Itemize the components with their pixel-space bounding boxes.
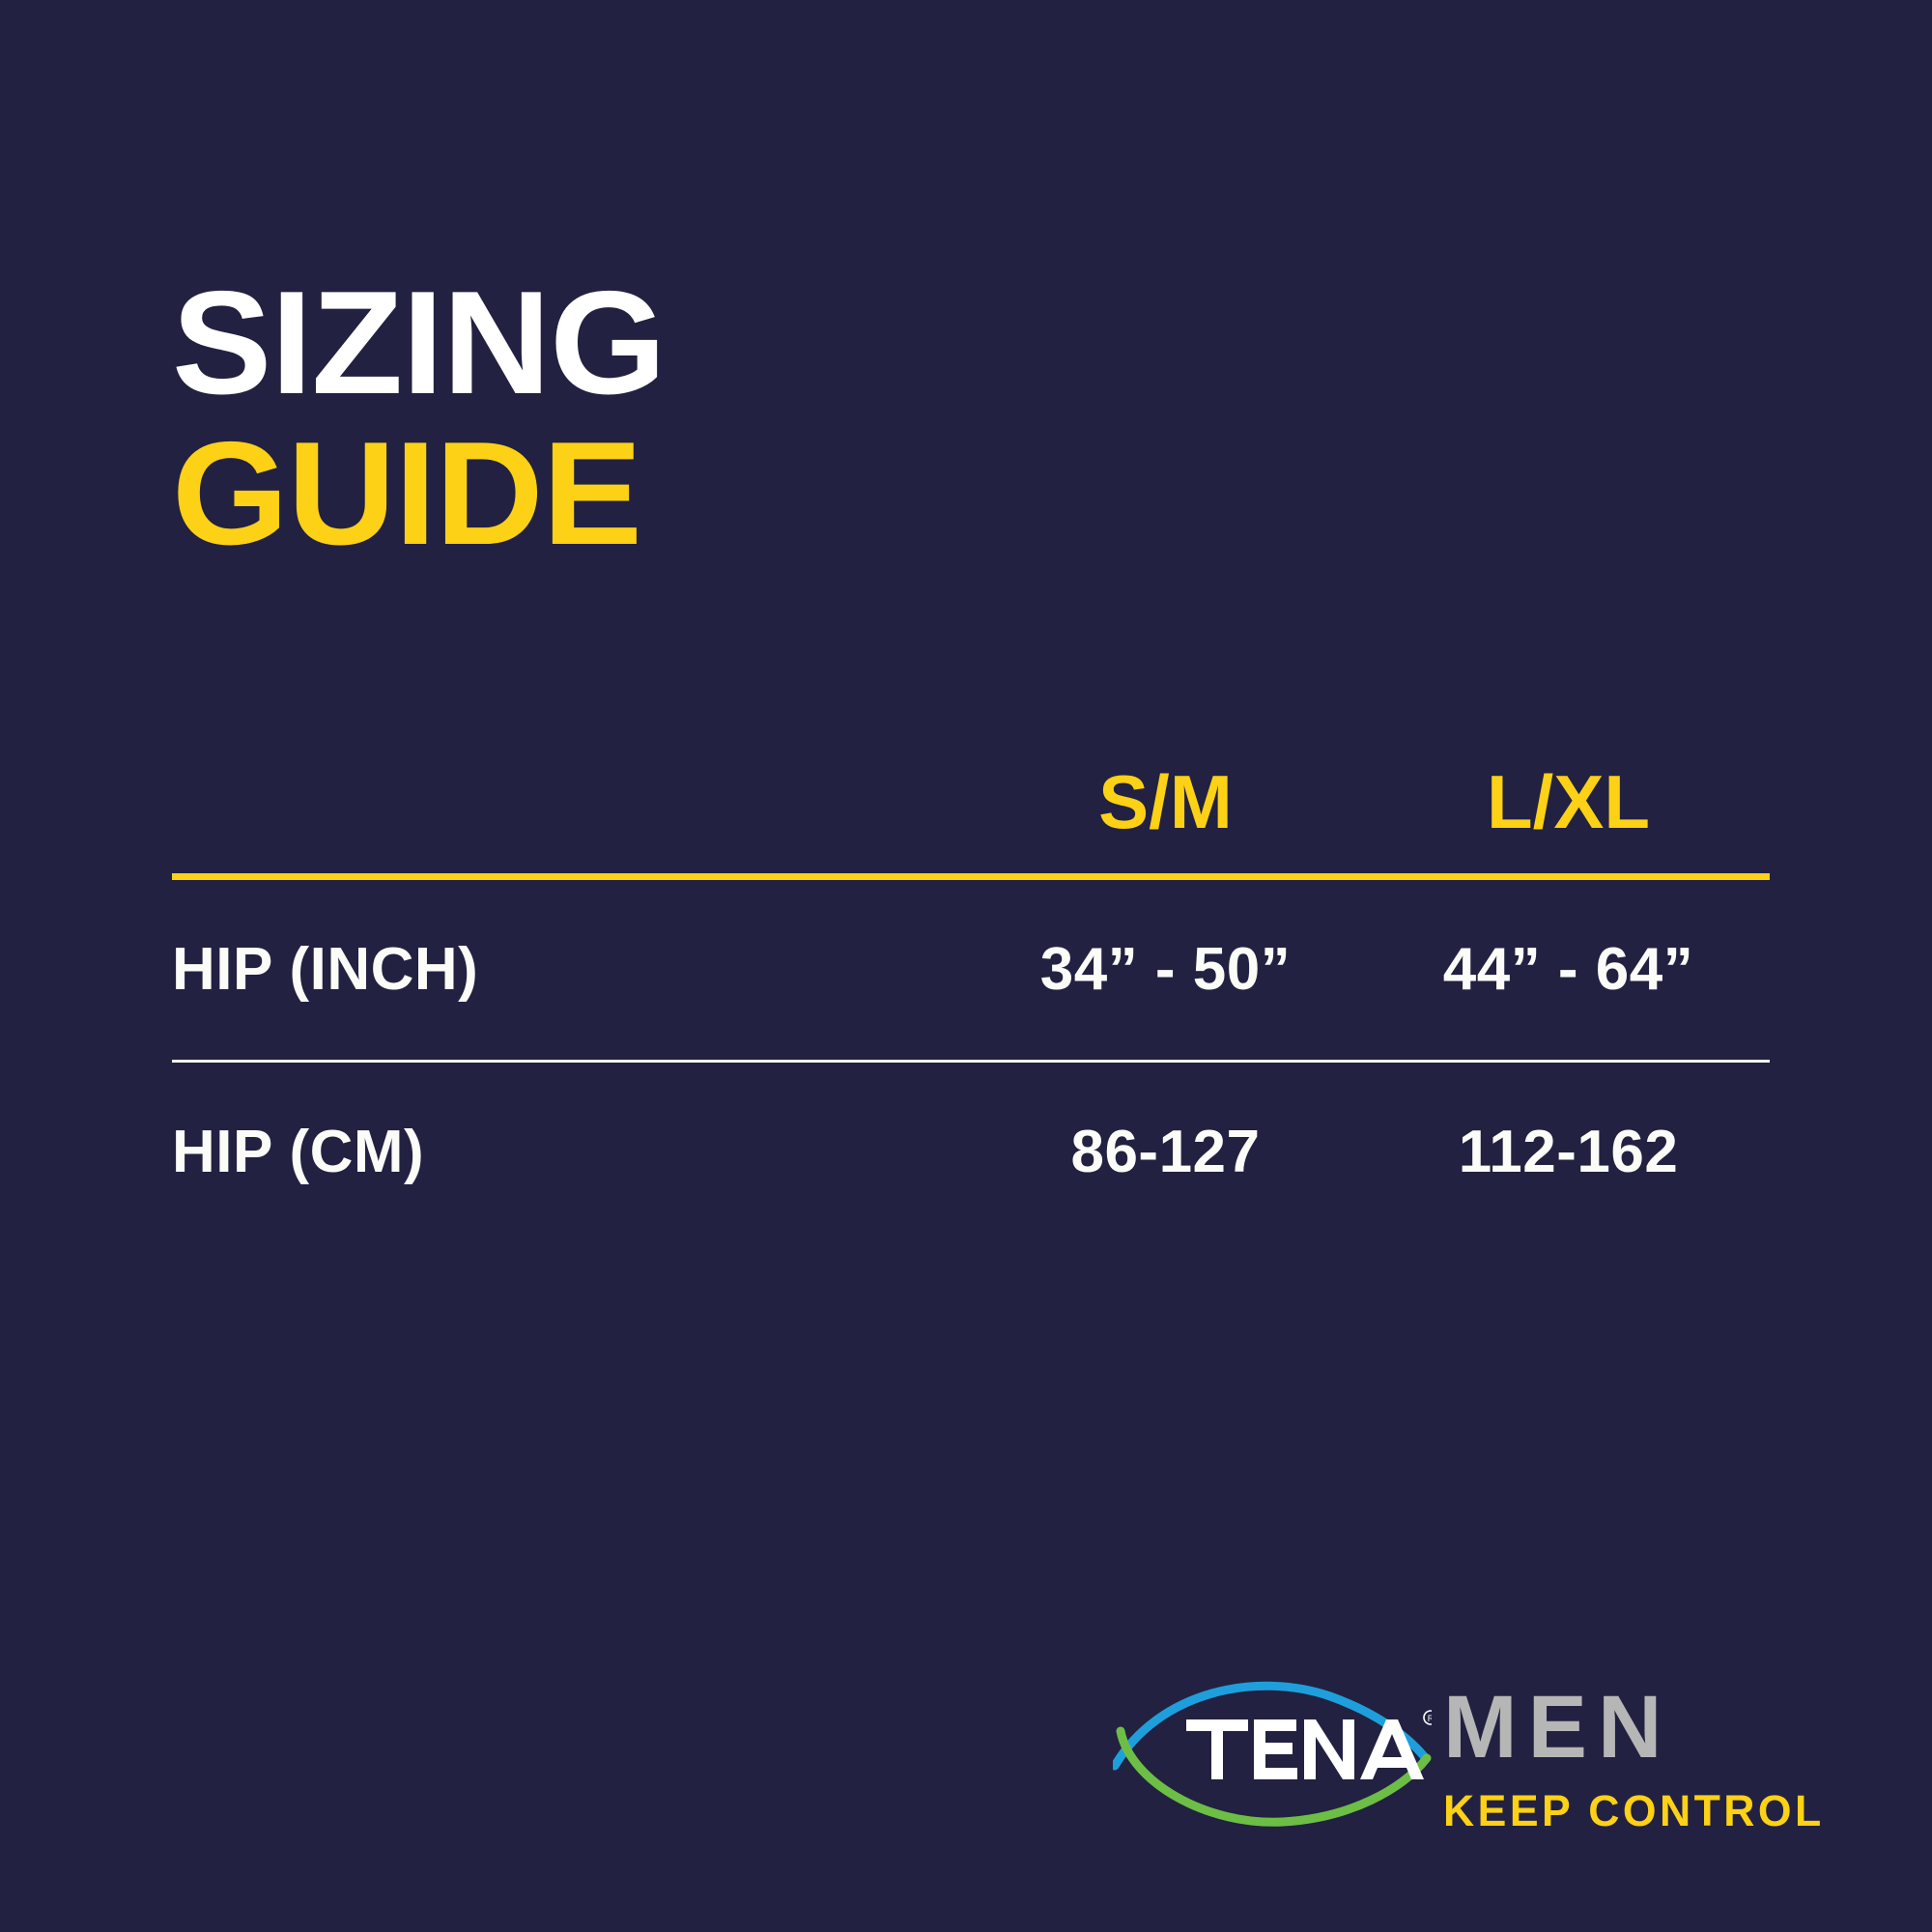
brand-logo-lockup: R MEN KEEP CONTROL — [1113, 1677, 1825, 1861]
tena-arc-green — [1116, 1726, 1432, 1827]
row-value-hip-inch-lxl: 44” - 64” — [1442, 936, 1694, 1003]
tena-logo-icon: R — [1113, 1677, 1432, 1851]
row-label-hip-inch: HIP (INCH) — [172, 936, 479, 1003]
tagline-label: KEEP CONTROL — [1443, 1786, 1825, 1835]
column-header-lxl: L/XL — [1487, 759, 1650, 844]
table-row-divider — [172, 1060, 1770, 1063]
table-row: HIP (CM) 86-127 112-162 — [172, 1063, 1770, 1242]
row-value-hip-cm-lxl: 112-162 — [1458, 1119, 1679, 1185]
row-value-cell-hip-inch-sm: 34” - 50” — [964, 940, 1367, 1000]
product-line-label: MEN — [1443, 1678, 1673, 1776]
page-title-line-2: GUIDE — [172, 411, 642, 576]
row-value-cell-hip-cm-lxl: 112-162 — [1367, 1122, 1770, 1182]
sizing-table: S/M L/XL HIP (INCH) 34” - 50” 44” - 64” … — [172, 744, 1770, 1242]
row-value-hip-inch-sm: 34” - 50” — [1039, 936, 1292, 1003]
table-row: HIP (INCH) 34” - 50” 44” - 64” — [172, 880, 1770, 1060]
row-label-hip-cm: HIP (CM) — [172, 1119, 425, 1185]
men-sublogo: MEN KEEP CONTROL — [1443, 1678, 1825, 1835]
table-header-cell-sm: S/M — [964, 764, 1367, 839]
table-header-cell-lxl: L/XL — [1367, 764, 1770, 839]
row-value-cell-hip-inch-lxl: 44” - 64” — [1367, 940, 1770, 1000]
svg-text:R: R — [1428, 1714, 1432, 1723]
row-value-cell-hip-cm-sm: 86-127 — [964, 1122, 1367, 1182]
registered-trademark-icon: R — [1423, 1710, 1432, 1725]
column-header-sm: S/M — [1098, 759, 1233, 844]
page-title-line-1: SIZING — [172, 261, 667, 425]
row-value-hip-cm-sm: 86-127 — [1070, 1119, 1261, 1185]
tena-wordmark — [1186, 1719, 1424, 1779]
table-header-row: S/M L/XL — [172, 744, 1770, 860]
page-title: SIZING GUIDE — [172, 270, 667, 567]
table-header-rule — [172, 873, 1770, 880]
row-label-cell-hip-inch: HIP (INCH) — [172, 940, 964, 1000]
row-label-cell-hip-cm: HIP (CM) — [172, 1122, 964, 1182]
